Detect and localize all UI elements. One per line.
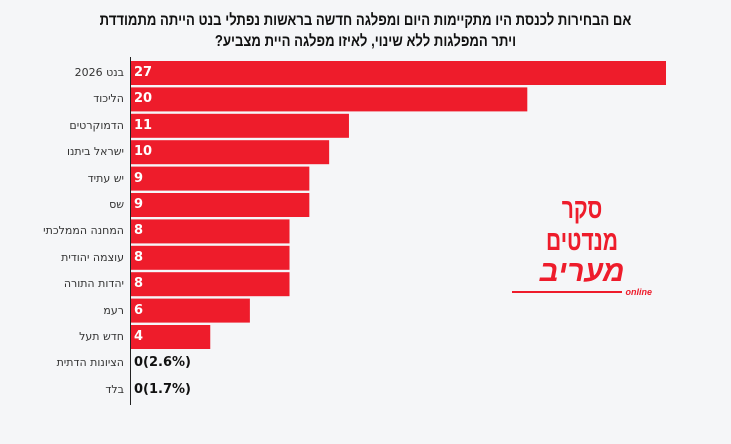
category-label: רעמ (103, 303, 124, 317)
category-label: בנט 2026 (74, 66, 124, 79)
category-label: עוצמה יהודית (61, 250, 124, 264)
data-label: 9 (134, 170, 144, 186)
bar (131, 61, 666, 85)
maariv-logo: סקר מנדטים מעריב online (512, 193, 652, 297)
category-label: הדמוקרטים (69, 118, 124, 132)
title-line-2: ויתר המפלגות ללא שינוי, לאיזו מפלגה היית… (214, 33, 517, 50)
data-label: 4 (134, 329, 144, 344)
title-line-1: אם הבחירות לכנסת היו מתקיימות היום ומפלג… (99, 12, 632, 29)
bar (131, 87, 528, 112)
bar (131, 298, 250, 323)
category-label: המחנה הממלכתי (43, 224, 124, 238)
data-label: 8 (134, 276, 144, 292)
bar (131, 245, 290, 270)
data-label: 20 (134, 91, 153, 107)
data-label: 8 (134, 249, 144, 265)
category-label: יש עתיד (87, 171, 124, 185)
data-label: 10 (134, 144, 153, 160)
bar (131, 272, 290, 297)
logo-underline (512, 291, 622, 293)
data-label: 11 (134, 117, 153, 133)
bar (131, 219, 290, 244)
chart-title: אם הבחירות לכנסת היו מתקיימות היום ומפלג… (66, 10, 665, 52)
bar (131, 166, 310, 191)
data-label: 9 (134, 197, 144, 212)
category-label: הליכוד (93, 92, 124, 106)
data-label: 8 (134, 223, 144, 239)
bar (131, 113, 349, 138)
bar (131, 193, 310, 217)
bar (131, 140, 330, 165)
logo-brand-text: מעריב (539, 255, 625, 288)
category-label: חדש תעל (79, 330, 124, 343)
category-label: שס (109, 198, 124, 211)
data-label: 0(1.7%) (134, 381, 191, 397)
category-label: יהדות התורה (63, 277, 124, 291)
category-label: בלד (105, 382, 124, 396)
data-label: 27 (134, 65, 153, 80)
category-label: הציונות הדתית (56, 356, 124, 370)
logo-online-text: online (625, 287, 653, 297)
bar (131, 325, 211, 349)
data-label: 6 (134, 302, 144, 318)
logo-survey-text: סקר מנדטים (545, 193, 619, 256)
data-label: 0(2.6%) (134, 355, 191, 371)
category-label: ישראל ביתנו (66, 145, 124, 159)
